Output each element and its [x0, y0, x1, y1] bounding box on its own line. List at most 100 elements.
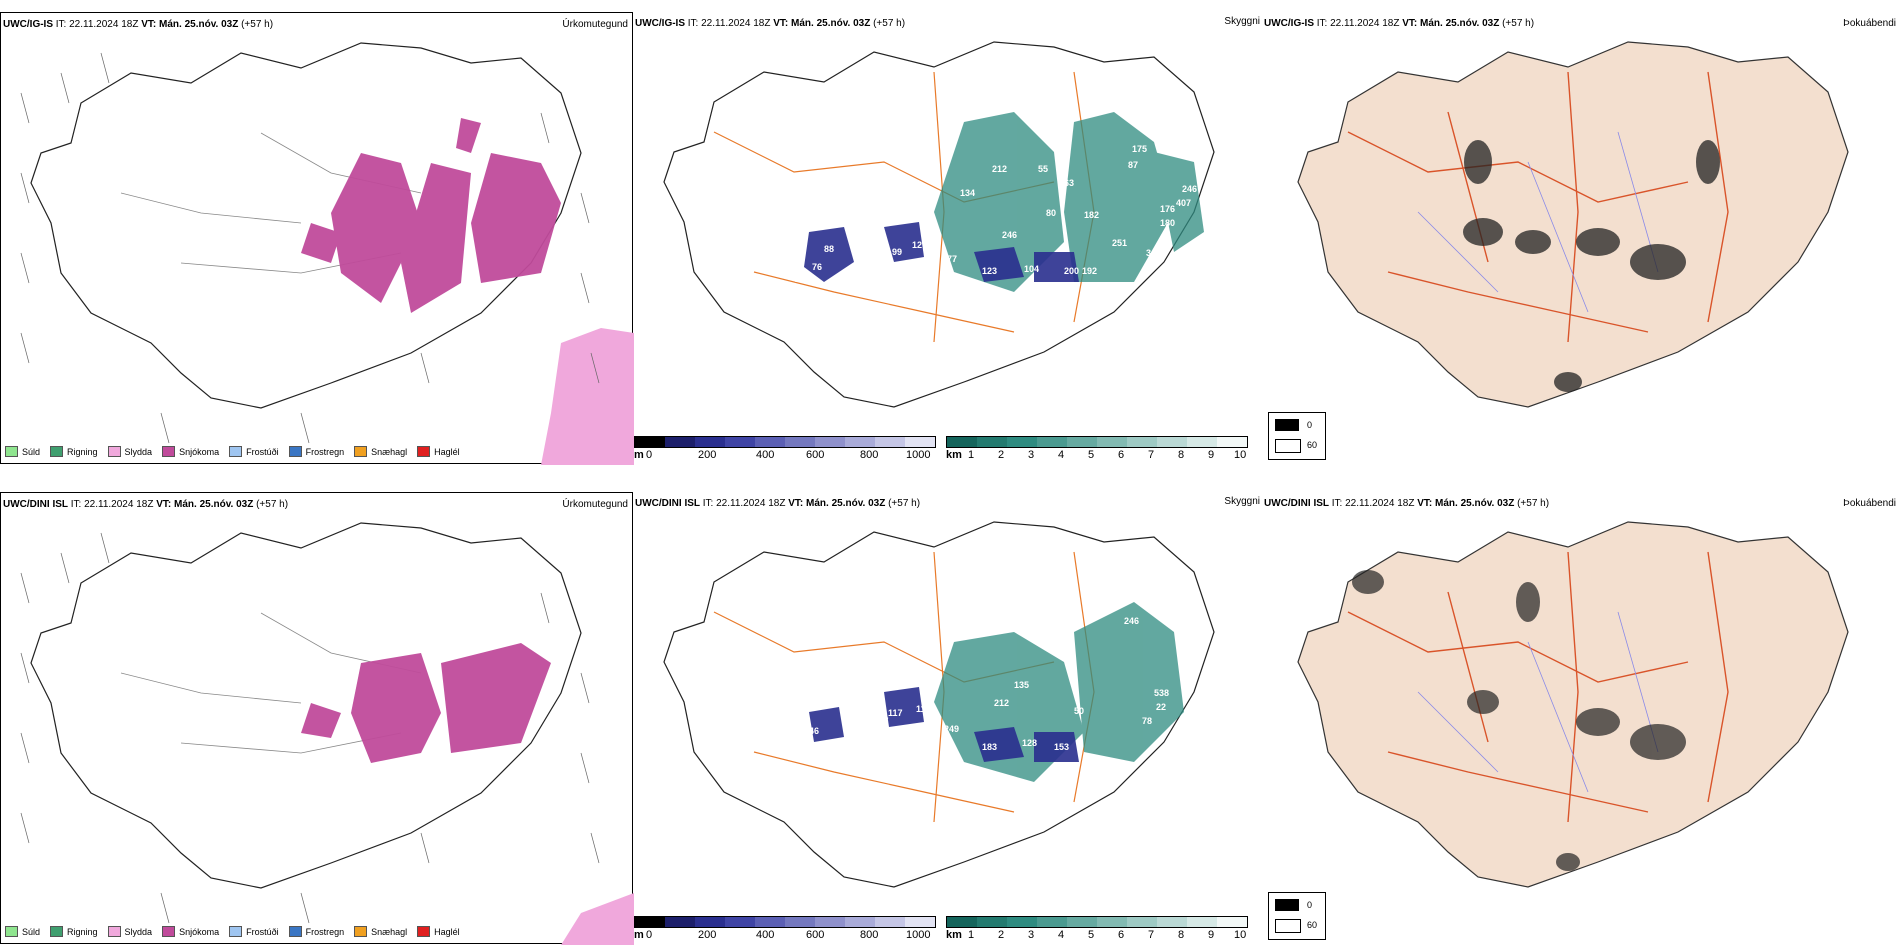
svg-text:55: 55 [1038, 164, 1048, 174]
cbar-unit: m [634, 929, 644, 941]
panel-title: Skyggni [1224, 16, 1260, 27]
precip-legend: Súld Rigning Slydda Snjókoma Frostúði Fr… [5, 926, 460, 937]
cbar-tick: 5 [1088, 449, 1095, 461]
svg-text:78: 78 [1142, 716, 1152, 726]
fog-tick: 60 [1307, 920, 1318, 930]
legend-item: Haglél [417, 926, 460, 937]
legend-item: Slydda [107, 446, 152, 457]
svg-text:246: 246 [1182, 184, 1197, 194]
cbar-tick: 2 [998, 449, 1005, 461]
fog-panel-bottom: Þokuábendi UWC/DINI ISL IT: 22.11.2024 1… [1264, 492, 1900, 892]
cbar-tick: 9 [1208, 449, 1215, 461]
svg-text:180: 180 [1160, 218, 1175, 228]
svg-text:80: 80 [1046, 208, 1056, 218]
panel-title: Skyggni [1224, 496, 1260, 507]
svg-text:76: 76 [812, 262, 822, 272]
svg-text:22: 22 [1156, 702, 1166, 712]
svg-text:11: 11 [916, 704, 926, 714]
iceland-map: 146 117 117 11 249 212 183 128 153 135 5… [663, 521, 1215, 888]
panel-header: UWC/DINI ISL IT: 22.11.2024 18Z VT: Mán.… [635, 498, 921, 509]
cbar-tick: 1000 [906, 449, 931, 461]
cbar-tick: 400 [756, 929, 775, 941]
fog-scale-box: 0 60 [1268, 412, 1326, 460]
fog-tick: 0 [1307, 900, 1313, 910]
cloud-labels: 88 76 92 99 12 177 123 104 200 192 80 24… [794, 144, 1197, 284]
fog-shading [1352, 570, 1686, 871]
svg-text:104: 104 [1024, 264, 1039, 274]
cbar-tick: 200 [698, 449, 717, 461]
svg-text:176: 176 [1160, 204, 1175, 214]
visibility-colorbar: km 1 2 3 4 5 6 7 8 9 10 [946, 436, 1256, 461]
legend-item: Snæhagl [354, 926, 407, 937]
cbar-tick: 9 [1208, 929, 1215, 941]
cbar-tick: 0 [646, 449, 653, 461]
svg-text:175: 175 [1132, 144, 1147, 154]
iceland-map [20, 522, 634, 945]
cbar-tick: 8 [1178, 449, 1185, 461]
svg-text:134: 134 [960, 188, 975, 198]
fog-tick: 60 [1307, 440, 1318, 450]
legend-item: Haglél [417, 446, 460, 457]
cbar-tick: 3 [1028, 929, 1035, 941]
svg-text:346: 346 [1146, 248, 1161, 258]
svg-text:538: 538 [1154, 688, 1169, 698]
cbar-tick: 1 [968, 929, 975, 941]
svg-text:128: 128 [1022, 738, 1037, 748]
cbar-tick: 2 [998, 929, 1005, 941]
cbar-tick: 800 [860, 449, 879, 461]
visibility-colorbar: km 1 2 3 4 5 6 7 8 9 10 [946, 916, 1256, 941]
legend-item: Rigning [50, 446, 98, 457]
cbar-tick: 6 [1118, 449, 1125, 461]
legend-item: Frostúði [229, 926, 279, 937]
panel-title: Þokuábendi [1843, 498, 1896, 509]
precip-legend: Súld Rigning Slydda Snjókoma Frostúði Fr… [5, 446, 460, 457]
legend-item: Súld [5, 926, 40, 937]
height-colorbar: m 0 200 400 600 800 1000 [634, 436, 936, 461]
cbar-tick: 400 [756, 449, 775, 461]
svg-text:146: 146 [804, 726, 819, 736]
cloud-panel-top: 88 76 92 99 12 177 123 104 200 192 80 24… [634, 12, 1264, 464]
panel-title: Úrkomutegund [562, 499, 628, 510]
svg-text:246: 246 [1002, 230, 1017, 240]
legend-item: Slydda [107, 926, 152, 937]
cbar-unit: km [946, 449, 962, 461]
svg-text:182: 182 [1084, 210, 1099, 220]
panel-title: Úrkomutegund [562, 19, 628, 30]
cbar-tick: 5 [1088, 929, 1095, 941]
svg-text:192: 192 [1082, 266, 1097, 276]
svg-text:99: 99 [892, 247, 902, 257]
svg-text:117: 117 [888, 708, 903, 718]
panel-header: UWC/IG-IS IT: 22.11.2024 18Z VT: Mán. 25… [3, 19, 274, 30]
svg-text:251: 251 [1112, 238, 1127, 248]
panel-title: Þokuábendi [1843, 18, 1896, 29]
cbar-tick: 7 [1148, 929, 1155, 941]
svg-text:212: 212 [992, 164, 1007, 174]
legend-item: Frostregn [288, 446, 344, 457]
svg-text:246: 246 [1124, 616, 1139, 626]
cbar-tick: 1000 [906, 929, 931, 941]
fog-tick: 0 [1307, 420, 1313, 430]
cbar-unit: m [634, 449, 644, 461]
cloud-panel-bottom: 146 117 117 11 249 212 183 128 153 135 5… [634, 492, 1264, 944]
svg-text:92: 92 [794, 274, 804, 284]
svg-text:135: 135 [1014, 680, 1029, 690]
low-cloud-teal [934, 112, 1204, 292]
svg-text:117: 117 [874, 716, 889, 726]
iceland-map [1297, 521, 1849, 888]
cbar-tick: 600 [806, 929, 825, 941]
cbar-tick: 4 [1058, 449, 1065, 461]
svg-text:200: 200 [1064, 266, 1079, 276]
fog-shading [1463, 140, 1720, 392]
iceland-map: 88 76 92 99 12 177 123 104 200 192 80 24… [663, 41, 1215, 408]
legend-item: Snjókoma [162, 446, 219, 457]
cloud-labels: 146 117 117 11 249 212 183 128 153 135 5… [804, 616, 1169, 752]
svg-text:88: 88 [824, 244, 834, 254]
fog-scale-box: 0 60 [1268, 892, 1326, 940]
legend-item: Frostúði [229, 446, 279, 457]
iceland-map [1297, 41, 1849, 408]
cbar-tick: 10 [1234, 449, 1247, 461]
svg-text:50: 50 [1074, 706, 1084, 716]
cbar-tick: 0 [646, 929, 653, 941]
snow-areas [301, 118, 561, 313]
low-cloud-navy [809, 687, 1079, 762]
